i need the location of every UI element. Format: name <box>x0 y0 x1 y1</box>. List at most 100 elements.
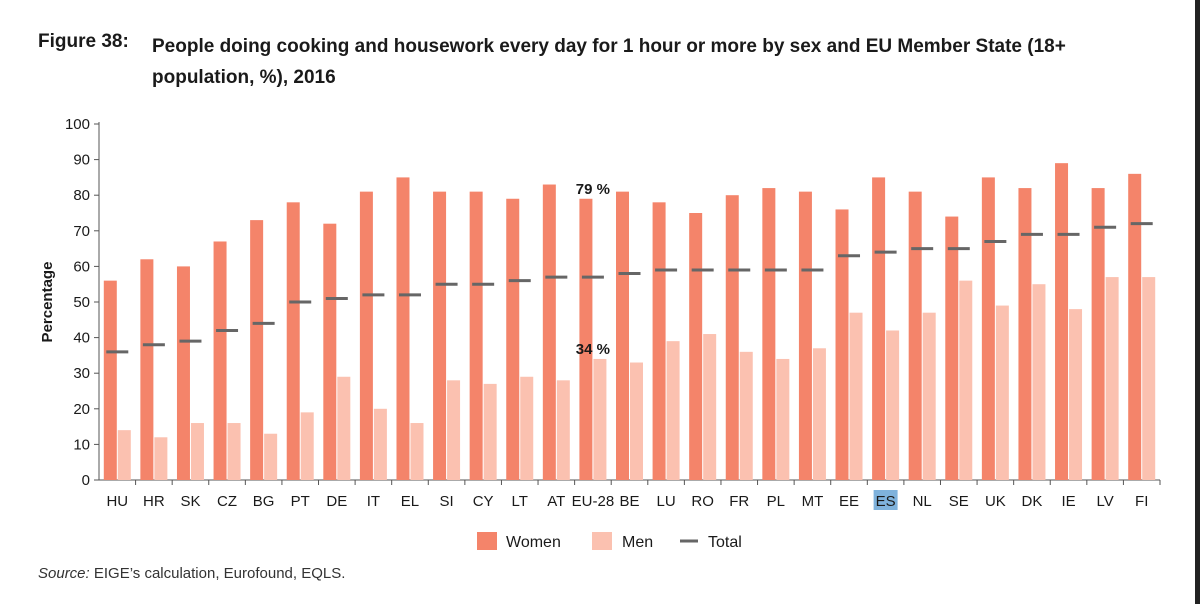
y-tick-label: 70 <box>73 223 90 240</box>
x-tick-label: EE <box>839 493 859 510</box>
bar-women <box>872 177 886 480</box>
bar-women <box>908 191 922 480</box>
bar-men <box>337 376 351 480</box>
bar-women <box>725 195 739 480</box>
legend-swatch-men <box>592 532 612 550</box>
bar-men <box>556 380 570 480</box>
x-tick-label: DK <box>1022 493 1043 510</box>
page-edge-rule <box>1195 0 1200 604</box>
y-axis-label: Percentage <box>39 262 56 343</box>
bar-men <box>812 348 826 480</box>
bar-men <box>849 312 863 480</box>
x-tick-label: PT <box>291 493 310 510</box>
bar-men <box>227 423 241 480</box>
x-tick-label: CY <box>473 493 494 510</box>
x-tick-label: LU <box>656 493 675 510</box>
bar-men <box>483 383 497 480</box>
bar-women <box>542 184 556 480</box>
bar-men <box>739 351 753 480</box>
bar-women <box>762 188 776 480</box>
y-tick-label: 30 <box>73 365 90 382</box>
bar-men <box>520 376 534 480</box>
x-tick-label: BG <box>253 493 275 510</box>
bar-men <box>703 334 717 480</box>
x-tick-label: FI <box>1135 493 1148 510</box>
x-tick-label: LT <box>512 493 528 510</box>
bar-women <box>286 202 300 480</box>
bar-women <box>359 191 373 480</box>
bar-men <box>300 412 314 480</box>
bar-men <box>190 423 204 480</box>
y-tick-label: 50 <box>73 294 90 311</box>
y-tick-label: 100 <box>65 116 90 133</box>
bar-women <box>103 280 117 480</box>
legend-label-men: Men <box>622 534 653 551</box>
bar-men <box>410 423 424 480</box>
y-tick-label: 80 <box>73 187 90 204</box>
figure-title: People doing cooking and housework every… <box>152 36 1066 88</box>
bar-men <box>922 312 936 480</box>
x-tick-label: FR <box>729 493 749 510</box>
bar-men <box>1105 277 1119 480</box>
data-annotation: 34 % <box>576 341 610 358</box>
source-note: Source: EIGE’s calculation, Eurofound, E… <box>38 565 345 582</box>
y-tick-label: 90 <box>73 152 90 169</box>
bar-women <box>323 223 337 480</box>
bar-women <box>835 209 849 480</box>
bar-men <box>593 358 607 480</box>
bar-men <box>886 330 900 480</box>
x-tick-label: RO <box>691 493 714 510</box>
bar-men <box>1069 309 1083 480</box>
bar-men <box>373 408 387 480</box>
bar-men <box>776 358 790 480</box>
bar-men <box>447 380 461 480</box>
x-tick-label: CZ <box>217 493 237 510</box>
bar-women <box>213 241 227 480</box>
bar-men <box>154 437 168 480</box>
bar-men <box>666 341 680 480</box>
figure-label: Figure 38: <box>38 31 129 52</box>
y-tick-label: 60 <box>73 258 90 275</box>
bar-men <box>959 280 973 480</box>
legend-swatch-women <box>477 532 497 550</box>
bar-women <box>1018 188 1032 480</box>
x-tick-label: NL <box>913 493 932 510</box>
x-tick-label: PL <box>767 493 785 510</box>
bar-women <box>1091 188 1105 480</box>
x-tick-label: HR <box>143 493 165 510</box>
source-label: Source: <box>38 565 90 582</box>
y-tick-label: 0 <box>82 472 90 489</box>
data-annotation: 79 % <box>576 181 610 198</box>
bar-men <box>1142 277 1156 480</box>
bar-women <box>469 191 483 480</box>
bar-women <box>1055 163 1069 480</box>
bar-women <box>798 191 812 480</box>
x-tick-label: HU <box>106 493 128 510</box>
y-tick-label: 20 <box>73 401 90 418</box>
x-tick-label: LV <box>1097 493 1114 510</box>
bar-women <box>652 202 666 480</box>
legend-label-women: Women <box>506 534 561 551</box>
bar-women <box>981 177 995 480</box>
x-tick-label: EL <box>401 493 419 510</box>
bar-women <box>176 266 190 480</box>
bar-men <box>1032 284 1046 480</box>
bar-men <box>264 433 278 480</box>
bar-women <box>616 191 629 480</box>
bar-men <box>117 430 131 480</box>
x-tick-label: DE <box>326 493 347 510</box>
x-tick-label: SE <box>949 493 969 510</box>
y-tick-label: 10 <box>73 436 90 453</box>
bar-women <box>506 198 520 480</box>
y-tick-label: 40 <box>73 330 90 347</box>
bar-women <box>945 216 959 480</box>
bar-women <box>250 220 264 480</box>
x-tick-label: IT <box>367 493 380 510</box>
x-tick-label: UK <box>985 493 1006 510</box>
x-tick-label: SK <box>180 493 200 510</box>
x-tick-label: SI <box>439 493 453 510</box>
x-tick-label: ES <box>876 493 896 510</box>
x-tick-label: IE <box>1061 493 1075 510</box>
legend-label-total: Total <box>708 534 742 551</box>
